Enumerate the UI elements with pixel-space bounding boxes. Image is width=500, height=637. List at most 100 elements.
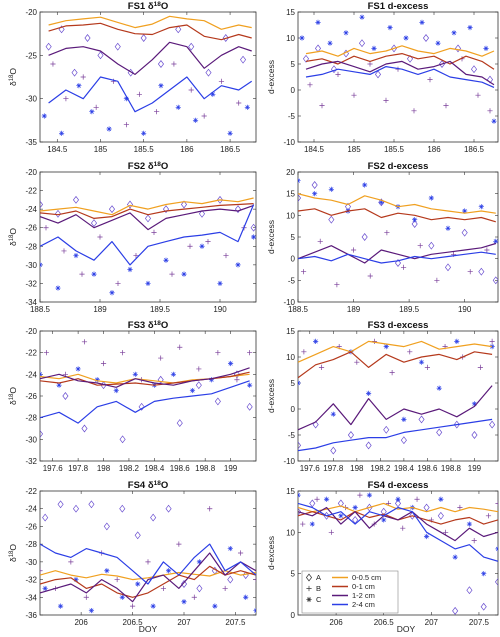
point-a	[298, 194, 302, 202]
point-a	[71, 68, 78, 77]
point-c	[243, 594, 249, 600]
point-c	[328, 186, 334, 192]
point-a	[492, 276, 498, 285]
y-axis-label-pre: δ	[8, 241, 18, 246]
point-a	[330, 65, 338, 74]
point-b	[129, 603, 136, 609]
panel-title-main: FS2	[128, 161, 145, 172]
y-axis-label: d-excess	[266, 220, 276, 254]
point-c	[106, 126, 112, 132]
series-line-1	[298, 340, 493, 363]
point-a	[84, 34, 91, 42]
panel-title-space: δ	[145, 320, 154, 331]
point-b	[314, 496, 320, 502]
legend-marker-b	[306, 585, 312, 592]
point-a	[54, 209, 62, 218]
y-tick-label: 0	[291, 611, 296, 620]
point-c	[163, 257, 169, 263]
x-tick-label: 184.5	[47, 145, 68, 154]
point-a	[337, 499, 344, 508]
point-a	[198, 209, 206, 218]
point-b	[411, 108, 417, 114]
y-tick-label: 10	[286, 353, 295, 362]
y-axis-label-tail: O	[8, 544, 18, 551]
point-b	[457, 504, 463, 511]
point-b	[319, 103, 325, 109]
series-line-3	[298, 506, 498, 542]
point-c	[489, 344, 495, 350]
point-b	[79, 271, 85, 277]
point-a	[298, 441, 302, 450]
point-b	[400, 264, 407, 270]
point-b	[485, 513, 492, 519]
point-c	[189, 387, 196, 394]
x-axis-label-right: DOY	[397, 624, 416, 634]
x-tick-label: 189.5	[150, 305, 171, 314]
y-tick-label: 5	[291, 60, 296, 69]
x-tick-label: 189	[93, 305, 107, 314]
point-b	[207, 506, 213, 512]
y-tick-label: 10	[286, 211, 295, 220]
y-tick-label: -30	[25, 261, 37, 270]
y-tick-label: -10	[283, 457, 295, 466]
y-tick-label: -22	[25, 187, 37, 196]
point-b	[68, 559, 74, 565]
x-tick-label: 190	[213, 305, 227, 314]
point-c	[313, 338, 319, 344]
point-b	[475, 92, 481, 98]
panel-title-sup: 18	[154, 161, 162, 168]
point-c	[330, 411, 336, 417]
point-c	[235, 262, 241, 268]
y-tick-label: 15	[286, 8, 295, 17]
x-tick-label: 189.5	[399, 305, 420, 314]
chart-panel-6: FS3 d-excess -10 -5 0 5 10 15 197.6 197.8 198 198.…	[266, 320, 499, 473]
x-tick-label: 199	[468, 464, 482, 473]
y-axis-label-sup: 18	[9, 550, 15, 557]
series-line-3	[40, 204, 254, 231]
point-c	[299, 35, 305, 41]
point-b	[80, 74, 86, 80]
x-tick-label: 185.5	[134, 145, 155, 154]
point-a	[444, 263, 452, 272]
point-b	[222, 585, 228, 592]
y-tick-label: -30	[25, 558, 37, 567]
point-a	[428, 241, 435, 250]
x-tick-label: 197.6	[300, 464, 321, 473]
point-a	[97, 51, 104, 60]
point-b	[205, 239, 211, 245]
point-b	[237, 550, 244, 556]
point-a	[374, 70, 382, 79]
legend-marker-label: A	[316, 573, 321, 582]
point-c	[395, 496, 401, 502]
point-c	[104, 568, 110, 574]
x-tick-label: 186.5	[464, 145, 485, 154]
point-c	[196, 559, 203, 565]
point-b	[169, 271, 175, 277]
point-c	[419, 19, 425, 25]
point-a	[302, 54, 310, 63]
legend: ABC 0-0.5 cm0-1 cm1-2 cm2-4 cm	[301, 570, 399, 614]
y-tick-label: -36	[25, 611, 37, 620]
y-axis-label-pre: d-excess	[266, 60, 276, 94]
point-c	[170, 371, 177, 377]
y-axis-label-pre: δ	[8, 81, 18, 86]
point-c	[315, 19, 321, 25]
point-c	[491, 118, 497, 124]
point-b	[136, 91, 142, 97]
point-a	[452, 606, 459, 615]
point-b	[489, 338, 495, 344]
point-b	[427, 77, 433, 83]
point-a	[418, 415, 425, 424]
point-c	[113, 387, 119, 394]
point-a	[140, 34, 147, 42]
series-line-4	[40, 204, 255, 266]
point-a	[246, 402, 253, 411]
point-a	[175, 25, 182, 34]
point-b	[467, 269, 473, 275]
panel-title: FS1 d-excess	[368, 1, 429, 12]
y-tick-label: 5	[291, 379, 296, 388]
point-c	[145, 280, 151, 287]
panel-title: FS2 d-excess	[368, 161, 429, 172]
